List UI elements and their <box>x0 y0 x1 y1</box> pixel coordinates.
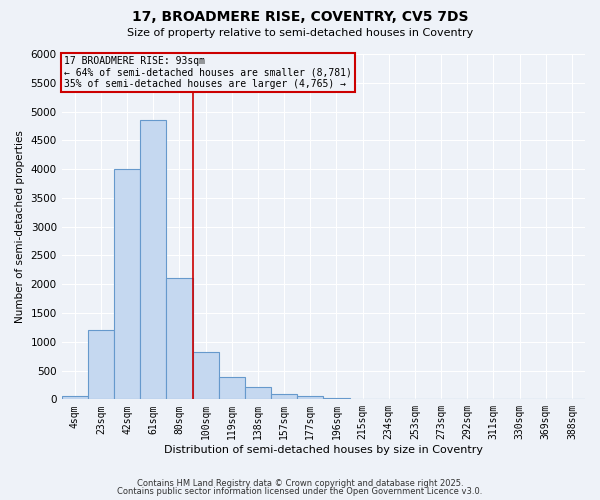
Bar <box>140 120 166 400</box>
Bar <box>245 386 271 400</box>
Bar <box>271 394 297 400</box>
Bar <box>166 278 193 400</box>
Bar <box>350 399 376 400</box>
Y-axis label: Number of semi-detached properties: Number of semi-detached properties <box>15 130 25 323</box>
Bar <box>297 396 323 400</box>
Bar <box>88 330 114 400</box>
Text: 17 BROADMERE RISE: 93sqm
← 64% of semi-detached houses are smaller (8,781)
35% o: 17 BROADMERE RISE: 93sqm ← 64% of semi-d… <box>64 56 352 89</box>
Bar <box>114 169 140 400</box>
X-axis label: Distribution of semi-detached houses by size in Coventry: Distribution of semi-detached houses by … <box>164 445 483 455</box>
Text: Size of property relative to semi-detached houses in Coventry: Size of property relative to semi-detach… <box>127 28 473 38</box>
Text: Contains HM Land Registry data © Crown copyright and database right 2025.: Contains HM Land Registry data © Crown c… <box>137 478 463 488</box>
Bar <box>323 398 350 400</box>
Bar <box>218 378 245 400</box>
Text: Contains public sector information licensed under the Open Government Licence v3: Contains public sector information licen… <box>118 487 482 496</box>
Text: 17, BROADMERE RISE, COVENTRY, CV5 7DS: 17, BROADMERE RISE, COVENTRY, CV5 7DS <box>132 10 468 24</box>
Bar <box>193 352 218 400</box>
Bar <box>62 396 88 400</box>
